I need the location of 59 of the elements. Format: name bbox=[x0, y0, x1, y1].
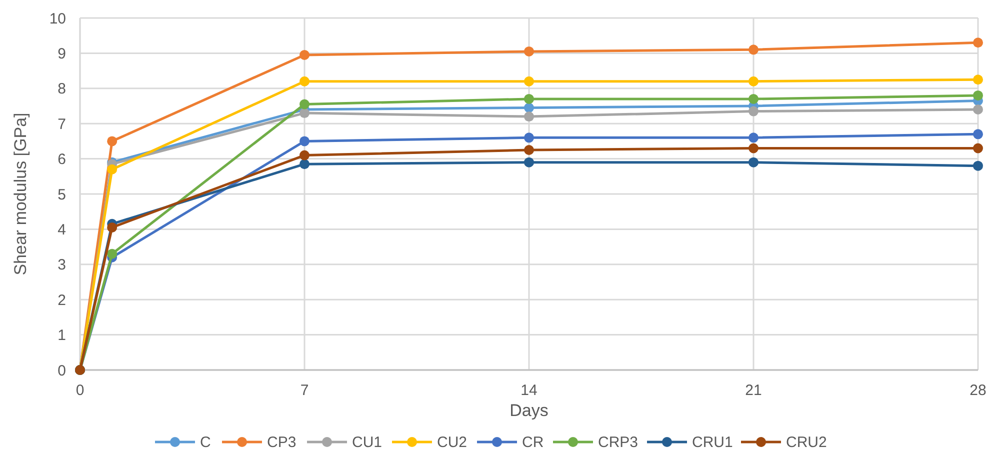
point bbox=[300, 159, 310, 170]
point bbox=[973, 90, 983, 100]
point bbox=[524, 46, 534, 56]
point bbox=[748, 76, 758, 86]
point bbox=[524, 94, 534, 104]
point bbox=[973, 104, 983, 115]
point bbox=[748, 94, 758, 104]
legend-label: CRP3 bbox=[598, 434, 638, 451]
y-tick-label: 8 bbox=[58, 80, 66, 98]
point bbox=[524, 145, 534, 155]
point bbox=[524, 102, 534, 113]
point bbox=[748, 143, 758, 154]
legend-label: C bbox=[200, 434, 211, 451]
y-tick-label: 0 bbox=[58, 362, 66, 380]
point bbox=[300, 108, 310, 118]
point bbox=[748, 132, 758, 143]
y-tick-label: 7 bbox=[58, 116, 66, 133]
point bbox=[107, 222, 118, 232]
point bbox=[973, 38, 983, 48]
x-tick-label: 28 bbox=[970, 382, 986, 399]
legend-label: CU2 bbox=[437, 434, 468, 451]
y-tick-label: 1 bbox=[58, 327, 66, 344]
y-tick-label: 6 bbox=[58, 151, 66, 168]
x-tick-label: 0 bbox=[76, 382, 84, 399]
point bbox=[300, 150, 310, 160]
y-axis-title: Shear modulus [GPa] bbox=[11, 112, 30, 276]
y-tick-label: 9 bbox=[58, 45, 66, 62]
legend-label: CRU2 bbox=[786, 434, 827, 451]
y-tick-label: 5 bbox=[58, 186, 66, 204]
point bbox=[300, 99, 310, 110]
point bbox=[748, 44, 758, 55]
y-tick-label: 3 bbox=[58, 256, 66, 274]
legend-label: CRU1 bbox=[692, 434, 733, 451]
point bbox=[973, 160, 983, 171]
x-axis-title: Days bbox=[510, 401, 548, 420]
point bbox=[524, 157, 534, 168]
point bbox=[973, 143, 983, 154]
y-tick-label: 4 bbox=[58, 221, 66, 238]
point bbox=[107, 248, 118, 259]
point bbox=[107, 136, 118, 146]
point bbox=[748, 106, 758, 116]
legend-label: CU1 bbox=[352, 434, 382, 451]
x-tick-label: 7 bbox=[300, 382, 309, 399]
point bbox=[973, 74, 983, 85]
point bbox=[300, 50, 310, 60]
x-tick-label: 21 bbox=[745, 382, 762, 399]
point bbox=[973, 129, 983, 140]
point bbox=[524, 132, 534, 143]
y-tick-label: 10 bbox=[49, 10, 66, 28]
point bbox=[524, 112, 534, 122]
point bbox=[300, 76, 310, 86]
x-tick-label: 14 bbox=[520, 382, 538, 399]
point bbox=[748, 157, 758, 168]
y-tick-label: 2 bbox=[58, 292, 66, 309]
legend-label: CR bbox=[522, 434, 544, 451]
legend-label: CP3 bbox=[267, 434, 296, 451]
point bbox=[524, 76, 534, 86]
point bbox=[107, 164, 118, 174]
point bbox=[300, 136, 310, 146]
